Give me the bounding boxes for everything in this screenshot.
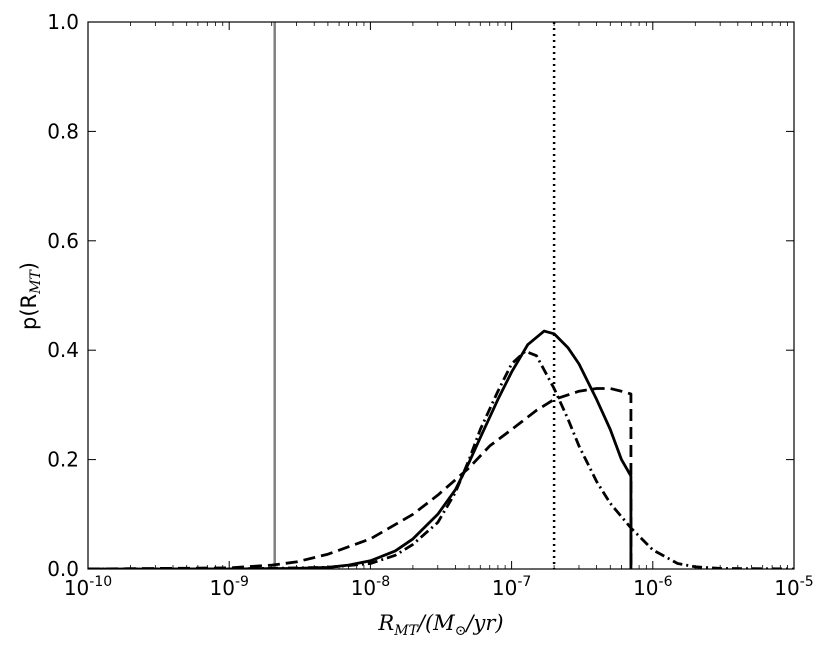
x-tick-base: 10 [209, 576, 234, 600]
x-axis-label: RMT/(M⊙/yr) [377, 611, 503, 639]
x-tick-exp: -9 [235, 574, 249, 590]
x-tick-label: 10-7 [492, 574, 531, 600]
x-tick-base: 10 [633, 576, 658, 600]
x-tick-exp: -6 [659, 574, 673, 590]
x-tick-base: 10 [492, 576, 517, 600]
x-tick-label: 10-6 [633, 574, 673, 600]
y-tick-label: 0.8 [47, 119, 79, 143]
series-dashdot-line [88, 349, 794, 569]
series-solid-line [88, 329, 633, 569]
x-tick-base: 10 [64, 576, 89, 600]
y-axis-label: p(RMT) [17, 262, 44, 330]
reference-lines [273, 22, 556, 569]
x-tick-label: 10-5 [774, 574, 813, 600]
x-tick-label: 10-10 [64, 574, 112, 600]
y-tick-label: 0.6 [47, 229, 79, 253]
y-tick-label: 0.0 [47, 557, 79, 581]
series-group [88, 329, 794, 569]
series-dashed-line [88, 387, 633, 569]
x-tick-exp: -7 [517, 574, 531, 590]
x-tick-label: 10-8 [351, 574, 390, 600]
ticks-group: 0.00.20.40.60.81.010-10 10-9 10-8 10-7 10-6 1… [47, 10, 814, 600]
x-tick-base: 10 [774, 576, 799, 600]
y-tick-label: 1.0 [47, 10, 79, 34]
x-tick-exp: -5 [800, 574, 814, 590]
x-tick-exp: -8 [376, 574, 390, 590]
plot-frame [87, 21, 795, 570]
x-tick-base: 10 [351, 576, 376, 600]
x-tick-label: 10-9 [209, 574, 248, 600]
y-tick-label: 0.4 [47, 338, 79, 362]
x-tick-exp: -10 [89, 574, 112, 590]
plot-area [88, 22, 794, 569]
y-tick-label: 0.2 [47, 448, 79, 472]
